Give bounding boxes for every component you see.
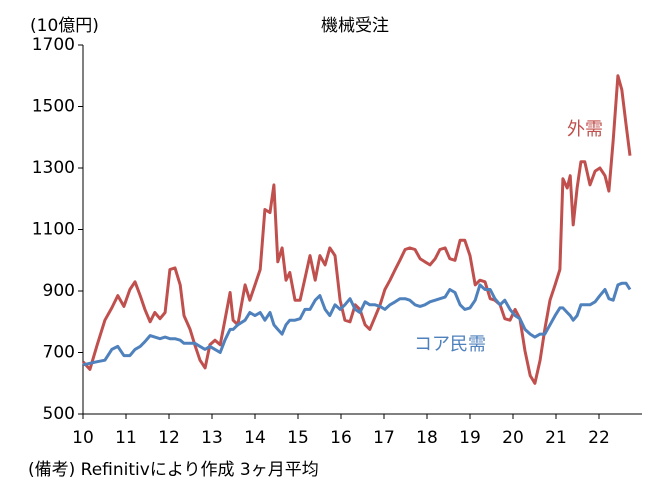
- chart-title: 機械受注: [321, 16, 389, 36]
- x-tick-label: 12: [158, 428, 180, 448]
- y-tick-label: 1100: [32, 220, 75, 240]
- x-tick-label: 15: [287, 428, 309, 448]
- y-tick-label: 500: [43, 404, 75, 424]
- y-tick-label: 900: [43, 281, 75, 301]
- x-tick-label: 11: [115, 428, 137, 448]
- x-tick-label: 20: [502, 428, 524, 448]
- series-line: [82, 281, 632, 367]
- y-tick-label: 1300: [32, 158, 75, 178]
- x-tick-label: 17: [373, 428, 395, 448]
- x-tick-label: 13: [201, 428, 223, 448]
- y-tick-label: 700: [43, 343, 75, 363]
- y-tick-label: 1700: [32, 35, 75, 55]
- series-label: 外需: [567, 119, 603, 140]
- y-tick-label: 1500: [32, 97, 75, 117]
- series-line: [81, 74, 632, 385]
- x-tick-label: 21: [545, 428, 567, 448]
- x-tick-label: 14: [244, 428, 266, 448]
- x-tick-label: 10: [72, 428, 94, 448]
- x-tick-label: 16: [330, 428, 352, 448]
- x-tick-label: 18: [416, 428, 438, 448]
- x-tick-label: 22: [588, 428, 610, 448]
- y-unit: (10億円): [30, 16, 99, 36]
- footnote: (備考) Refinitivにより作成 3ヶ月平均: [28, 460, 319, 480]
- series-label: コア民需: [414, 334, 486, 355]
- x-tick-label: 19: [459, 428, 481, 448]
